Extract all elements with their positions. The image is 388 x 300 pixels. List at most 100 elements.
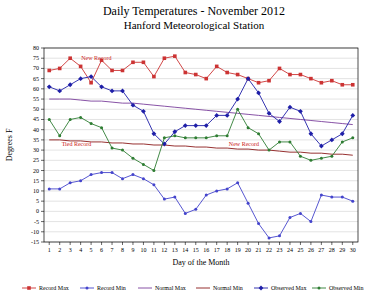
point <box>48 187 51 190</box>
tick <box>300 242 301 245</box>
point <box>268 149 271 152</box>
legend-swatch <box>80 288 94 289</box>
tick-label: 0 <box>36 208 39 214</box>
point <box>225 113 230 118</box>
point <box>121 177 124 180</box>
tick-label: 4 <box>79 247 82 253</box>
tick <box>206 242 207 245</box>
point <box>141 109 146 114</box>
point <box>79 65 83 69</box>
tick <box>153 242 154 245</box>
point <box>278 67 282 71</box>
legend-label: Record Max <box>39 285 69 291</box>
tick <box>41 139 44 140</box>
point <box>320 194 323 197</box>
point <box>89 74 94 79</box>
tick-label: 28 <box>329 247 335 253</box>
tick-label: 13 <box>172 247 178 253</box>
tick-label: 1 <box>48 247 51 253</box>
point <box>163 56 167 60</box>
tick-label: 23 <box>277 247 283 253</box>
point <box>142 60 146 64</box>
tick-label: 5 <box>90 247 93 253</box>
legend-swatch <box>196 288 210 289</box>
tick-label: 30 <box>350 247 356 253</box>
tick-label: 70 <box>33 65 39 71</box>
grid-line <box>44 231 358 232</box>
tick <box>41 190 44 191</box>
point <box>226 134 229 137</box>
tick-label: 20 <box>245 247 251 253</box>
tick <box>41 99 44 100</box>
point <box>299 212 302 215</box>
tick <box>41 160 44 161</box>
tick-label: 17 <box>214 247 220 253</box>
point <box>68 56 72 60</box>
point <box>173 54 177 58</box>
tick-label: 9 <box>131 247 134 253</box>
point <box>58 134 61 137</box>
plot-area <box>47 54 355 239</box>
point <box>99 84 104 89</box>
tick-label: 26 <box>308 247 314 253</box>
tick-label: 25 <box>33 157 39 163</box>
grid-line <box>44 68 358 69</box>
point <box>57 88 62 93</box>
tick <box>91 242 92 245</box>
legend-label: Observed Min <box>329 285 364 291</box>
point <box>131 103 136 108</box>
point <box>48 118 51 121</box>
point <box>79 116 82 119</box>
tick-label: 60 <box>33 86 39 92</box>
point <box>173 134 176 137</box>
tick <box>41 180 44 181</box>
tick <box>101 242 102 245</box>
point <box>341 140 344 143</box>
tick-label: -15 <box>31 239 39 245</box>
tick-label: 11 <box>151 247 157 253</box>
point <box>236 73 240 77</box>
tick-label: 40 <box>33 127 39 133</box>
point <box>267 79 271 83</box>
point <box>69 181 72 184</box>
point <box>183 123 188 128</box>
tick <box>41 150 44 151</box>
series-line <box>49 77 353 146</box>
tick <box>164 242 165 245</box>
tick <box>41 221 44 222</box>
tick <box>216 242 217 245</box>
point <box>172 129 177 134</box>
point <box>298 109 303 114</box>
tick <box>70 242 71 245</box>
tick-label: 50 <box>33 106 39 112</box>
point <box>173 196 176 199</box>
tick <box>80 242 81 245</box>
tick <box>41 170 44 171</box>
grid-line <box>44 150 358 151</box>
tick-label: 5 <box>36 198 39 204</box>
tick <box>310 242 311 245</box>
point <box>68 82 73 87</box>
point <box>350 113 355 118</box>
tick-label: 6 <box>100 247 103 253</box>
point <box>194 136 197 139</box>
point <box>278 234 281 237</box>
legend-label: Observed Max <box>271 285 307 291</box>
point <box>194 208 197 211</box>
point <box>152 131 157 136</box>
tick <box>132 242 133 245</box>
tick <box>41 129 44 130</box>
tick <box>185 242 186 245</box>
point <box>184 212 187 215</box>
legend-label: Normal Max <box>155 285 186 291</box>
point <box>341 83 345 87</box>
annotation: New Record <box>229 141 259 147</box>
point <box>288 216 291 219</box>
subtitle: Hanford Meteorological Station <box>124 19 265 31</box>
axis-label: Degrees F <box>5 128 14 161</box>
point <box>110 69 114 73</box>
tick <box>41 48 44 49</box>
point <box>351 136 354 139</box>
legend-swatch <box>312 288 326 289</box>
series-line <box>49 109 353 170</box>
